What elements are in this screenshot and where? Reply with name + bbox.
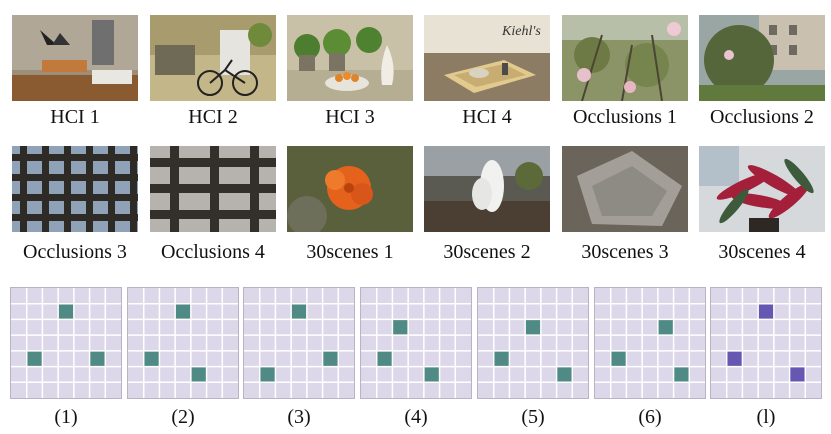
scene-caption: 30scenes 3 <box>581 241 669 263</box>
scene-caption: 30scenes 4 <box>718 241 806 263</box>
red-plant-photo <box>699 146 825 232</box>
pattern-grid <box>477 287 589 399</box>
selected-cell <box>259 366 276 383</box>
scene-caption: Occlusions 2 <box>710 106 814 128</box>
selected-cell <box>26 350 43 367</box>
scene-caption: HCI 2 <box>188 106 238 128</box>
scene-caption: HCI 3 <box>325 106 375 128</box>
pattern-label: (6) <box>638 406 662 428</box>
pattern-grid <box>710 287 822 399</box>
lattice-fence-photo <box>12 146 138 232</box>
pattern-label: (l) <box>756 406 776 428</box>
selected-cell <box>423 366 440 383</box>
selected-cell <box>610 350 627 367</box>
scene-caption: 30scenes 1 <box>306 241 394 263</box>
scene-caption: Occlusions 4 <box>161 241 265 263</box>
selected-cell <box>322 350 339 367</box>
selected-cell <box>376 350 393 367</box>
selected-cell <box>758 303 774 320</box>
selected-cell <box>190 366 207 383</box>
scene-caption: HCI 4 <box>462 106 512 128</box>
kiehls-box-photo: Kiehl's <box>424 15 550 101</box>
selected-cell <box>58 303 74 320</box>
selected-cell <box>789 366 806 383</box>
pattern-grid <box>127 287 239 399</box>
selected-cell <box>89 350 106 367</box>
selected-cell <box>673 366 690 383</box>
selected-cell <box>726 350 743 367</box>
scene-caption: Occlusions 1 <box>573 106 677 128</box>
selected-cell <box>525 319 541 336</box>
rock-photo <box>562 146 688 232</box>
selected-cell <box>291 303 307 320</box>
room-bench-photo <box>12 15 138 101</box>
pattern-grid <box>10 287 122 399</box>
svg-text:Kiehl's: Kiehl's <box>501 24 541 39</box>
pattern-label: (5) <box>521 406 545 428</box>
pattern-grid <box>360 287 472 399</box>
selected-cell <box>556 366 573 383</box>
magnolia-photo <box>562 15 688 101</box>
selected-cell <box>657 319 674 336</box>
selected-cell <box>143 350 160 367</box>
pattern-label: (4) <box>404 406 428 428</box>
pattern-grid <box>594 287 706 399</box>
fence-photo <box>150 146 276 232</box>
pattern-grid <box>243 287 355 399</box>
bicycle-room-photo <box>150 15 276 101</box>
selected-cell <box>175 303 191 320</box>
selected-cell <box>493 350 510 367</box>
building-tree-photo <box>699 15 825 101</box>
orange-flower-photo <box>287 146 413 232</box>
pattern-label: (1) <box>54 406 78 428</box>
plants-oranges-photo <box>287 15 413 101</box>
scene-caption: 30scenes 2 <box>443 241 531 263</box>
pattern-label: (2) <box>171 406 195 428</box>
white-flower-photo <box>424 146 550 232</box>
scene-caption: Occlusions 3 <box>23 241 127 263</box>
pattern-label: (3) <box>287 406 311 428</box>
selected-cell <box>392 319 409 336</box>
scene-caption: HCI 1 <box>50 106 100 128</box>
